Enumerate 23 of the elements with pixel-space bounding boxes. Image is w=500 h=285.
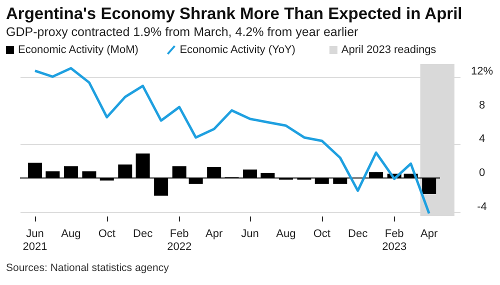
x-tick-label: Jun 2021 xyxy=(22,228,48,253)
x-tick-label: Apr xyxy=(206,228,223,240)
y-tick-label: 4 xyxy=(478,133,486,146)
x-tick-label: Dec xyxy=(133,228,154,240)
legend-label: April 2023 readings xyxy=(341,44,437,56)
y-tick-label: 12% xyxy=(470,66,494,78)
x-tick-label: Aug xyxy=(61,228,81,240)
legend-label: Economic Activity (YoY) xyxy=(180,44,296,56)
source-note: Sources: National statistics agency xyxy=(6,262,170,274)
x-tick-label: Oct xyxy=(98,228,116,240)
x-tick-label: Aug xyxy=(276,228,296,240)
y-tick-label: 8 xyxy=(478,99,486,112)
legend-label: Economic Activity (MoM) xyxy=(18,44,138,56)
chart-subtitle: GDP-proxy contracted 1.9% from March, 4.2% from year earlier xyxy=(6,25,358,39)
chart-title: Argentina's Economy Shrank More Than Expected in April xyxy=(6,5,462,23)
y-tick-label: -4 xyxy=(477,200,487,213)
y-tick-label: 0 xyxy=(478,167,486,179)
x-tick-label: Feb 2022 xyxy=(167,228,192,253)
x-tick-label: Apr xyxy=(420,228,438,240)
x-tick-label: Oct xyxy=(313,228,330,240)
x-tick-label: Feb 2023 xyxy=(382,228,407,253)
x-tick-label: Jun xyxy=(241,228,259,240)
x-tick-label: Dec xyxy=(348,228,368,240)
